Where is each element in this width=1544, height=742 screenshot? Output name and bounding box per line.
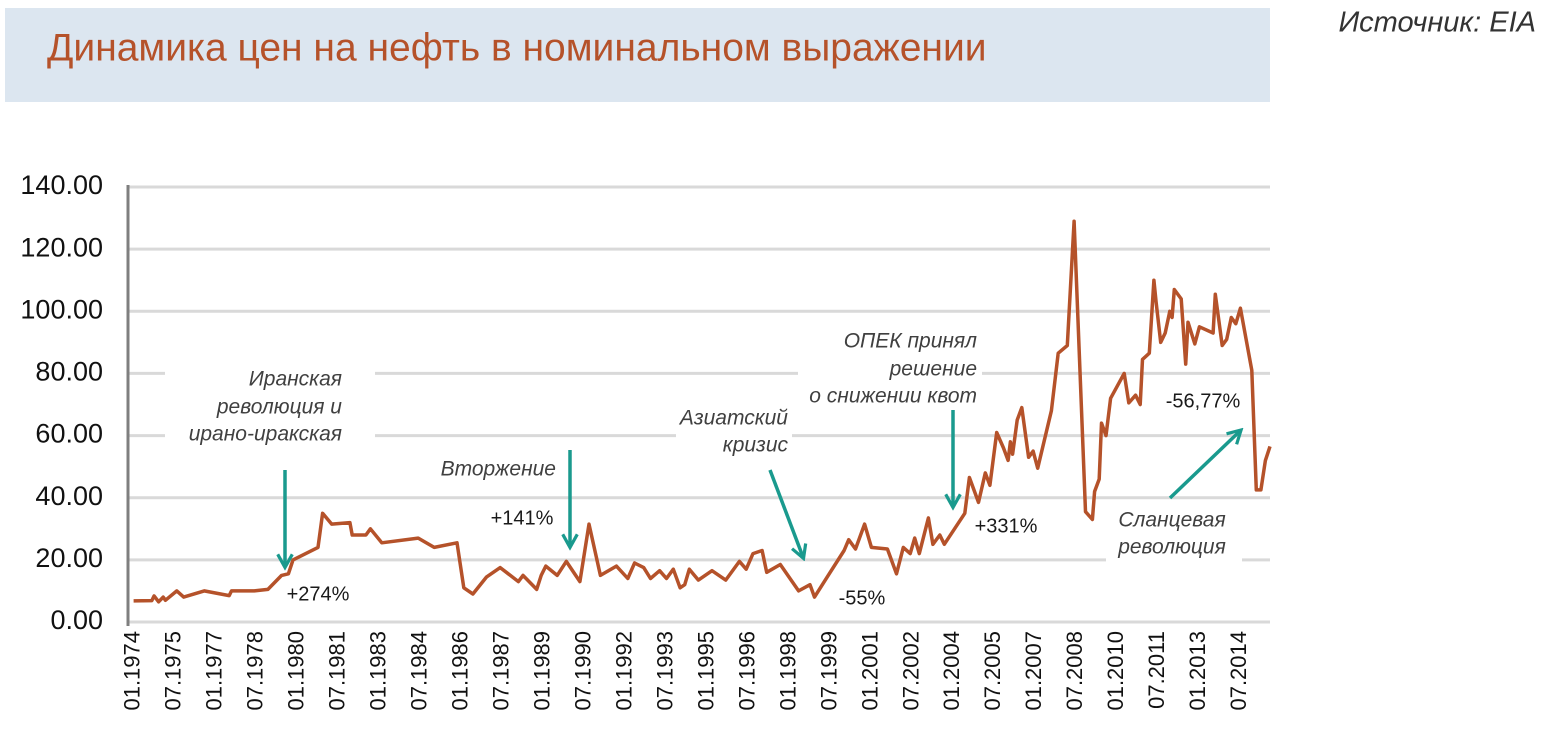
- annotation: Иранская: [249, 368, 342, 391]
- x-tick-label: 07.1978: [242, 631, 267, 711]
- annotation: +141%: [491, 507, 554, 529]
- y-tick-label: 120.00: [20, 232, 103, 262]
- x-tick-label: 01.2001: [857, 631, 882, 711]
- plot: [133, 219, 1272, 604]
- y-tick-label: 40.00: [35, 481, 103, 511]
- y-tick-label: 0.00: [50, 605, 103, 635]
- x-tick-label: 07.1987: [488, 631, 513, 711]
- x-tick-labels: 01.1974 07.1975 01.1977 07.1978 01.1980 07.19…: [119, 631, 1251, 711]
- x-tick-label: 07.1993: [652, 631, 677, 711]
- x-tick-label: 01.2013: [1185, 631, 1210, 711]
- x-tick-label: 01.1974: [119, 631, 144, 711]
- x-tick-label: 01.1995: [693, 631, 718, 711]
- annotations: Иранская революция и ирано-иракская +274% Вт…: [189, 330, 1241, 610]
- chart-title: Динамика цен на нефть в номинальном выра…: [47, 26, 987, 69]
- x-tick-label: 07.1975: [160, 631, 185, 711]
- x-tick-label: 07.2011: [1144, 631, 1169, 709]
- x-tick-label: 01.1980: [283, 631, 308, 711]
- label-bg: [1160, 387, 1248, 417]
- x-tick-label: 01.1977: [201, 631, 226, 711]
- annotation: решение: [889, 358, 977, 381]
- annotation: -56,77%: [1166, 390, 1241, 412]
- label-bg: [676, 404, 792, 460]
- arrow: [1168, 431, 1240, 500]
- x-tick-label: 07.1990: [570, 631, 595, 711]
- annotation: +274%: [287, 583, 350, 605]
- x-tick-label: 01.1989: [529, 631, 554, 711]
- x-tick-label: 07.2014: [1226, 631, 1251, 711]
- label-bg: [165, 364, 375, 448]
- x-tick-label: 07.1999: [816, 631, 841, 711]
- x-tick-label: 07.2002: [898, 631, 923, 711]
- x-tick-label: 01.1986: [447, 631, 472, 711]
- x-tick-label: 07.2008: [1062, 631, 1087, 711]
- x-tick-label: 01.1983: [365, 631, 390, 711]
- y-tick-label: 60.00: [35, 419, 103, 449]
- x-tick-label: 07.1996: [734, 631, 759, 711]
- annotation: ирано-иракская: [189, 423, 342, 446]
- x-tick-label: 01.1998: [775, 631, 800, 711]
- annotation: +331%: [975, 515, 1038, 537]
- grid: 0.00 20.00 40.00 60.00 80.00 100.00 120.00 140.…: [20, 170, 1270, 635]
- x-tick-label: 01.2004: [939, 631, 964, 711]
- x-tick-label: 01.2010: [1103, 631, 1128, 711]
- annotation: -55%: [839, 587, 886, 609]
- y-tick-label: 100.00: [20, 294, 103, 324]
- annotation: кризис: [723, 434, 789, 457]
- label-bg: [1106, 505, 1242, 563]
- x-tick-label: 07.1984: [406, 631, 431, 711]
- x-tick-label: 07.2005: [980, 631, 1005, 711]
- title-banner: [5, 8, 1270, 102]
- label-backgrounds: [165, 326, 1248, 563]
- y-tick-label: 20.00: [35, 543, 103, 573]
- y-tick-label: 140.00: [20, 170, 103, 200]
- arrows: [285, 410, 1240, 566]
- x-tick-label: 01.1992: [611, 631, 636, 711]
- annotation: Сланцевая: [1118, 509, 1225, 532]
- y-tick-label: 80.00: [35, 357, 103, 387]
- source: Источник: EIA: [1338, 7, 1536, 39]
- annotation: революция и: [216, 396, 342, 419]
- annotation: Азиатский: [678, 407, 788, 430]
- annotation: ОПЕК принял: [844, 330, 977, 353]
- x-tick-label: 01.2007: [1021, 631, 1046, 711]
- price-line: [133, 219, 1272, 604]
- annotation: Вторжение: [441, 458, 556, 481]
- annotation: о снижении квот: [809, 385, 977, 408]
- x-tick-label: 07.1981: [324, 631, 349, 711]
- arrow: [768, 469, 803, 557]
- label-bg: [798, 326, 982, 412]
- annotation: революция: [1117, 536, 1226, 559]
